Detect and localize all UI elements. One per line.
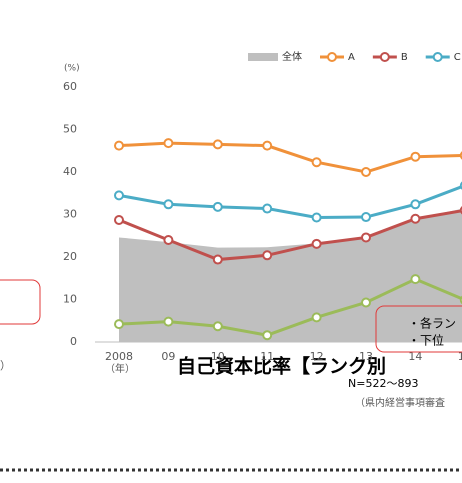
y-tick-label: 60: [63, 80, 77, 93]
x-axis-label: （年）: [105, 362, 135, 375]
line: [118, 141, 462, 174]
subtitle: N=522～893: [348, 377, 418, 390]
point: [361, 212, 371, 223]
x-tick-label: 09: [161, 350, 175, 363]
line: [118, 209, 462, 262]
point: [361, 297, 371, 308]
x-tick-label: 11: [260, 350, 274, 363]
annotation: ・各ラン: [408, 316, 456, 331]
point: [262, 330, 273, 341]
x-tick-label: 14: [408, 350, 422, 363]
annotation-box: [375, 305, 462, 353]
point: [212, 201, 223, 212]
legend-label: A: [348, 52, 355, 63]
y-axis-label: (%): [64, 64, 80, 74]
point: [410, 274, 421, 285]
fragment: ）: [0, 359, 11, 372]
point: [212, 254, 223, 265]
point: [212, 321, 223, 332]
legend-marker: [327, 52, 337, 62]
point: [311, 157, 322, 168]
legend-marker: [432, 52, 443, 62]
point: [114, 215, 124, 226]
point: [410, 199, 421, 210]
point: [361, 232, 371, 243]
chart-title: 自己資本比率【ランク別: [177, 355, 386, 378]
annotation: ・下位: [408, 333, 444, 348]
point: [163, 199, 174, 210]
point: [361, 167, 371, 177]
point: [163, 138, 174, 149]
legend-label: B: [401, 52, 408, 63]
point: [114, 190, 124, 201]
point: [311, 238, 322, 249]
point: [163, 235, 174, 245]
legend-swatch: [248, 53, 278, 61]
x-tick-label: 2008: [105, 350, 133, 363]
legend-label: C: [454, 52, 461, 63]
legend-label: 全体: [282, 50, 302, 63]
point: [311, 312, 322, 323]
x-tick-label: 15: [458, 350, 462, 363]
y-tick-label: 40: [63, 165, 77, 178]
source: （県内経営事項審査: [355, 396, 445, 409]
point: [262, 203, 273, 214]
point: [262, 140, 273, 151]
x-tick-label: 12: [310, 350, 324, 363]
point: [163, 316, 174, 327]
area: [119, 208, 462, 342]
x-tick-label: 13: [359, 350, 373, 363]
y-tick-label: 30: [63, 208, 77, 221]
point: [212, 139, 223, 150]
y-tick-label: 0: [70, 335, 77, 348]
point: [410, 213, 421, 224]
line: [118, 185, 462, 219]
point: [410, 151, 421, 162]
point: [311, 212, 322, 223]
point: [114, 140, 124, 151]
point: [262, 250, 273, 261]
point: [114, 319, 124, 330]
partial-box: [0, 279, 41, 325]
line: [118, 277, 462, 337]
x-tick-label: 10: [211, 350, 225, 363]
y-tick-label: 20: [63, 250, 77, 263]
y-tick-label: 50: [63, 123, 77, 136]
y-tick-label: 10: [63, 293, 77, 306]
legend-marker: [379, 52, 390, 62]
